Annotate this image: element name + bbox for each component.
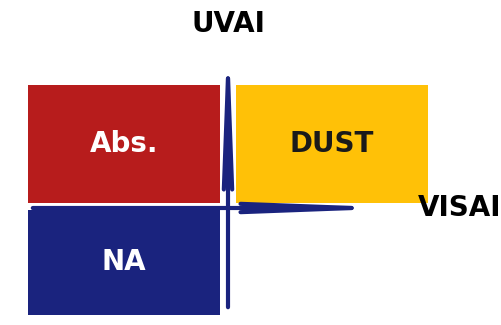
Bar	[235, 85, 427, 203]
Text: UVAI: UVAI	[191, 10, 265, 38]
Text: NA: NA	[102, 249, 146, 277]
Bar	[28, 210, 219, 315]
Bar	[28, 85, 219, 203]
Text: DUST: DUST	[289, 130, 373, 158]
Text: VISAI: VISAI	[417, 194, 500, 222]
Text: Abs.: Abs.	[90, 130, 158, 158]
